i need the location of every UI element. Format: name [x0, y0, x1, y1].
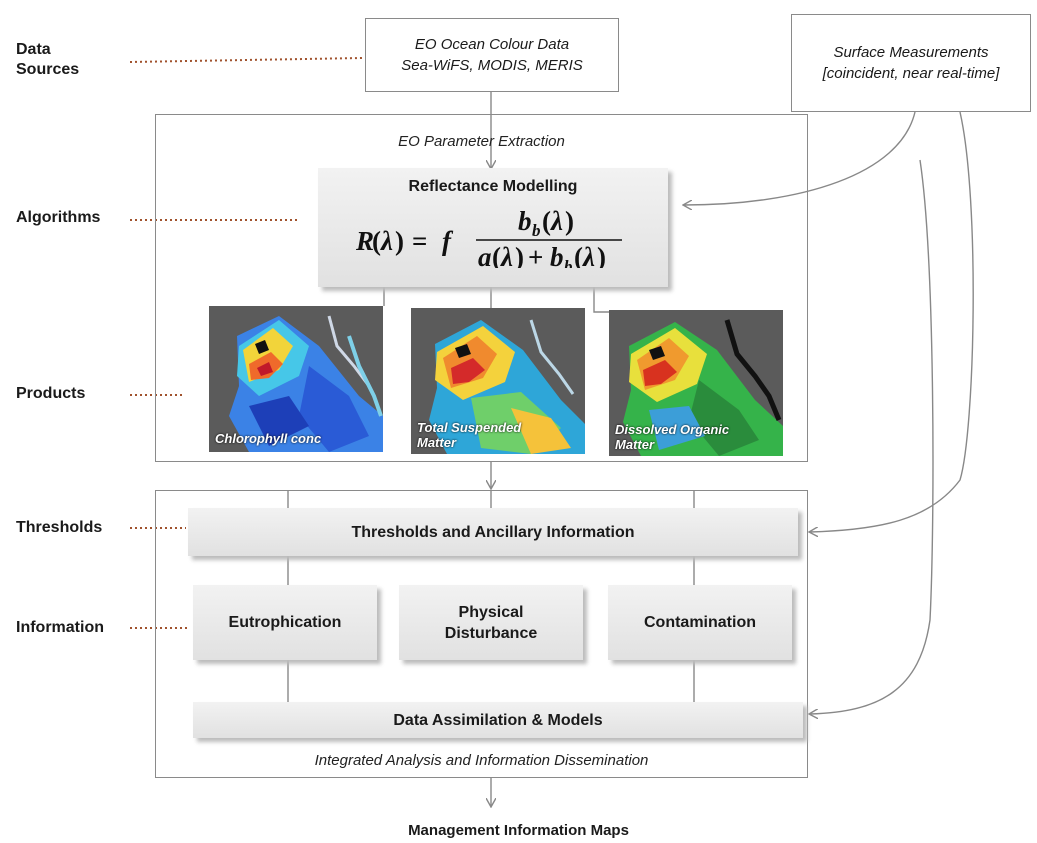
suspended-label-l2: Matter [417, 435, 457, 450]
contamination-box: Contamination [608, 585, 792, 660]
svg-text:(: ( [372, 226, 381, 256]
svg-text:b: b [564, 257, 573, 268]
label-thresholds: Thresholds [16, 519, 103, 536]
surface-line2: [coincident, near real-time] [822, 65, 1000, 82]
eo-data-line2: Sea-WiFS, MODIS, MERIS [401, 57, 583, 74]
svg-text:λ: λ [380, 226, 393, 256]
svg-text:(: ( [492, 242, 501, 268]
svg-text:λ: λ [582, 242, 595, 268]
suspended-matter-map-image [429, 319, 585, 454]
surface-to-model-arrow [684, 111, 916, 205]
svg-text:a: a [478, 242, 492, 268]
svg-text:λ: λ [550, 206, 563, 236]
product-label-suspended-matter: Total Suspended Matter [417, 420, 521, 450]
panel-bottom-caption: Integrated Analysis and Information Diss… [314, 752, 649, 769]
panel-top-caption: EO Parameter Extraction [398, 133, 565, 150]
contamination-label: Contamination [644, 614, 756, 631]
label-information: Information [16, 619, 104, 636]
eo-data-box: EO Ocean Colour Data Sea-WiFS, MODIS, ME… [365, 18, 619, 92]
assimilation-box: Data Assimilation & Models [193, 702, 803, 738]
physical-disturbance-l2: Disturbance [444, 624, 538, 642]
svg-text:): ) [515, 242, 524, 268]
dissolved-label-l1: Dissolved Organic [615, 422, 730, 437]
product-label-chlorophyll: Chlorophyll conc [215, 431, 322, 446]
eutrophication-label: Eutrophication [228, 614, 342, 631]
svg-text:): ) [597, 242, 606, 268]
model-title: Reflectance Modelling [408, 178, 578, 195]
integrated-analysis-panel [155, 490, 808, 778]
label-data-sources-l2: Sources [16, 61, 80, 78]
svg-text:): ) [395, 226, 404, 256]
reflectance-formula: R ( λ ) = f b b ( λ ) a ( λ ) + b b ( λ … [355, 206, 622, 268]
svg-text:b: b [532, 221, 541, 240]
suspended-label-l1: Total Suspended [417, 420, 522, 435]
surface-to-assimilation-arrow [810, 159, 934, 714]
svg-text:f: f [442, 226, 454, 256]
svg-text:b: b [550, 242, 564, 268]
assimilation-label: Data Assimilation & Models [393, 711, 603, 729]
label-algorithms: Algorithms [16, 209, 101, 226]
surface-line1: Surface Measurements [833, 44, 989, 61]
svg-text:+: + [528, 242, 543, 268]
physical-disturbance-box: Physical Disturbance [399, 585, 583, 660]
eo-data-line1: EO Ocean Colour Data [414, 36, 570, 53]
reflectance-model-box: Reflectance Modelling R ( λ ) = f b b ( … [318, 168, 668, 287]
thresholds-box-label: Thresholds and Ancillary Information [351, 523, 635, 541]
output-title: Management Information Maps [408, 822, 629, 839]
dissolved-organic-map-image [623, 319, 783, 456]
product-label-dissolved-organic: Dissolved Organic Matter [615, 422, 729, 452]
dissolved-label-l2: Matter [615, 437, 655, 452]
svg-text:): ) [565, 206, 574, 236]
svg-text:=: = [412, 226, 427, 256]
svg-text:λ: λ [500, 242, 513, 268]
product-map-dissolved-organic: Dissolved Organic Matter [609, 310, 783, 456]
svg-text:b: b [518, 206, 532, 236]
chlorophyll-map-image [229, 315, 383, 452]
label-data-sources-l1: Data [16, 41, 51, 58]
label-data-sources: Data Sources [16, 40, 79, 80]
svg-text:(: ( [542, 206, 551, 236]
product-map-suspended-matter: Total Suspended Matter [411, 308, 585, 454]
surface-to-thresholds-arrow [810, 111, 974, 532]
svg-text:(: ( [574, 242, 583, 268]
svg-text:R: R [355, 226, 374, 256]
surface-measurements-box: Surface Measurements [coincident, near r… [791, 14, 1031, 112]
product-map-chlorophyll: Chlorophyll conc [209, 306, 383, 452]
thresholds-box: Thresholds and Ancillary Information [188, 508, 798, 556]
eutrophication-box: Eutrophication [193, 585, 377, 660]
label-products: Products [16, 385, 86, 402]
physical-disturbance-l1: Physical [458, 603, 524, 621]
eo-parameter-extraction-panel [155, 114, 808, 462]
leader-data-sources [129, 57, 363, 63]
